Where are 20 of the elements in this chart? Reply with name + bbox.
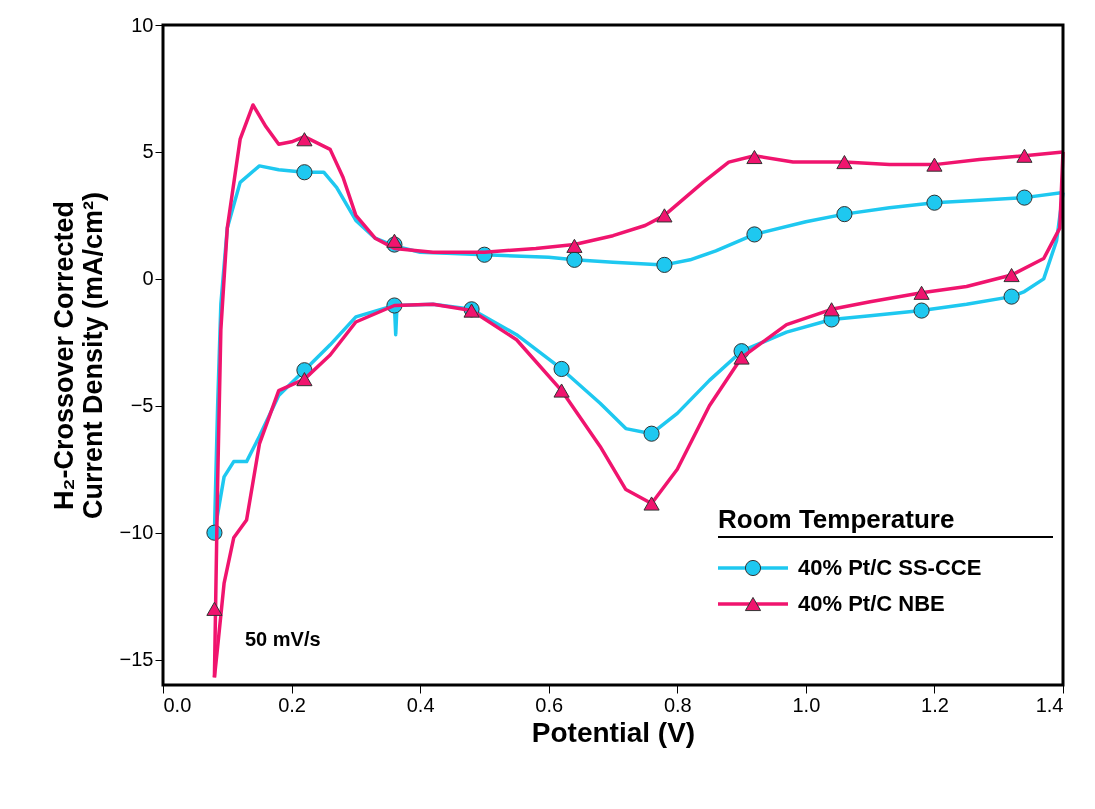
annotation: 50 mV/s [245, 628, 321, 650]
legend-label: 40% Pt/C SS-CCE [798, 555, 982, 580]
x-tick-label: 0.4 [406, 693, 435, 716]
legend-label: 40% Pt/C NBE [798, 591, 945, 616]
x-tick-label: 1.2 [921, 693, 949, 716]
x-tick-label: 0.0 [163, 693, 192, 716]
x-tick-label: 1.4 [1035, 693, 1064, 716]
x-axis-title: Potential (V) [531, 716, 696, 748]
y-tick-label: 10 [131, 13, 154, 36]
x-tick-label: 0.8 [663, 693, 692, 716]
y-tick-label: −10 [119, 521, 154, 544]
x-tick-label: 0.2 [278, 693, 306, 716]
y-tick-label: −15 [119, 648, 154, 671]
legend-title: Room Temperature [718, 504, 955, 534]
y-tick-label: 0 [142, 267, 154, 290]
x-tick-label: 1.0 [792, 693, 821, 716]
y-tick-label: 5 [142, 140, 154, 163]
y-tick-label: −5 [130, 394, 154, 417]
y-axis-title: H₂-Crossover Corrected Current Density (mA/cm²) [48, 191, 108, 520]
x-tick-label: 0.6 [535, 693, 564, 716]
